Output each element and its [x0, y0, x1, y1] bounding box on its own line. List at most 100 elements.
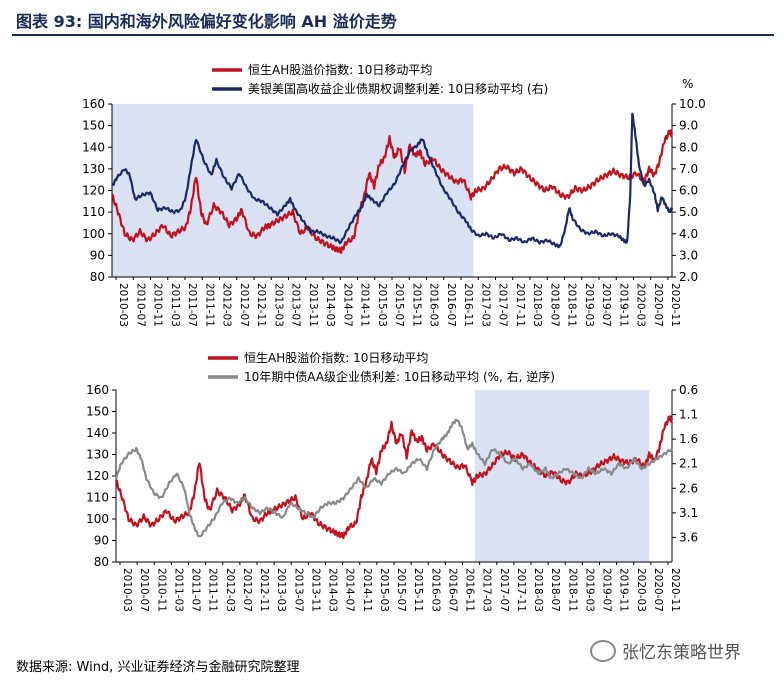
x-tick-label: 2020-03 — [635, 568, 647, 612]
chart-top: 160 150 140 130 120 110 100 90 80 10.0 9.0 8.0 7.0 6.… — [82, 62, 706, 327]
x-tick-label: 2017-07 — [498, 568, 510, 612]
x-tick-label: 2011-03 — [169, 283, 181, 327]
right-tick-label: 2.6 — [679, 481, 698, 495]
x-tick-label: 2015-03 — [378, 568, 390, 612]
right-tick-label: 9.0 — [679, 119, 698, 133]
x-tick-label: 2011-11 — [207, 568, 219, 612]
x-tick-label: 2019-03 — [583, 283, 595, 327]
right-tick-label: 8.0 — [679, 140, 698, 154]
x-tick-label: 2015-07 — [395, 568, 407, 612]
x-tick-label: 2015-03 — [376, 283, 388, 327]
x-tick-label: 2012-11 — [255, 283, 267, 327]
right-tick-label: 3.0 — [679, 248, 698, 262]
x-tick-label: 2013-03 — [275, 568, 287, 612]
x-tick-label: 2017-07 — [497, 283, 509, 327]
x-tick-label: 2014-11 — [359, 283, 371, 327]
right-tick-label: 1.1 — [679, 408, 698, 422]
x-tick-label: 2018-07 — [548, 283, 560, 327]
x-tick-label: 2010-07 — [138, 568, 150, 612]
x-tick-label: 2016-03 — [428, 283, 440, 327]
left-tick-label: 110 — [86, 491, 109, 505]
x-tick-label: 2016-11 — [464, 568, 476, 612]
series-line-1 — [111, 129, 674, 254]
x-tick-label: 2012-03 — [221, 283, 233, 327]
watermark: 张忆东策略世界 — [590, 638, 741, 663]
x-tick-label: 2011-11 — [203, 283, 215, 327]
x-tick-label: 2019-11 — [618, 568, 630, 612]
x-tick-label: 2014-07 — [341, 283, 353, 327]
watermark-text: 张忆东策略世界 — [622, 643, 741, 663]
x-tick-label: 2014-03 — [327, 568, 339, 612]
x-tick-label: 2010-11 — [152, 283, 164, 327]
x-tick-label: 2019-11 — [617, 283, 629, 327]
x-tick-label: 2015-11 — [410, 283, 422, 327]
wechat-icon — [590, 639, 616, 662]
left-tick-label: 150 — [86, 405, 109, 419]
x-tick-label: 2018-07 — [549, 568, 561, 612]
right-tick-label: 3.6 — [679, 530, 698, 544]
x-tick-label: 2013-03 — [272, 283, 284, 327]
x-tick-label: 2011-07 — [186, 283, 198, 327]
right-tick-label: 7.0 — [679, 162, 698, 176]
x-tick-label: 2010-11 — [155, 568, 167, 612]
source-note: 数据来源: Wind, 兴业证券经济与金融研究院整理 — [16, 660, 300, 675]
right-tick-label: 10.0 — [679, 97, 706, 111]
x-tick-label: 2013-07 — [292, 568, 304, 612]
x-tick-label: 2020-07 — [652, 283, 664, 327]
left-tick-label: 120 — [82, 184, 105, 198]
right-tick-label: 3.1 — [679, 506, 698, 520]
x-tick-label: 2017-11 — [514, 283, 526, 327]
x-tick-label: 2013-11 — [307, 283, 319, 327]
x-tick-label: 2016-03 — [429, 568, 441, 612]
left-tick-label: 110 — [82, 205, 105, 219]
x-tick-label: 2014-11 — [361, 568, 373, 612]
x-tick-label: 2012-11 — [258, 568, 270, 612]
chart-bottom: 160 150 140 130 120 110 100 90 80 0.6 1.1 1.6 2.1 2.6… — [86, 350, 698, 612]
legend-label-1: 恒生AH股溢价指数: 10日移动平均 — [248, 62, 432, 77]
left-tick-label: 90 — [94, 534, 109, 548]
x-tick-label: 2010-07 — [134, 283, 146, 327]
x-tick-label: 2020-07 — [652, 568, 664, 612]
x-tick-label: 2016-07 — [445, 283, 457, 327]
x-tick-label: 2017-03 — [481, 568, 493, 612]
left-tick-label: 120 — [86, 469, 109, 483]
left-tick-label: 140 — [82, 140, 105, 154]
x-tick-label: 2018-11 — [566, 283, 578, 327]
x-tick-label: 2016-07 — [446, 568, 458, 612]
shaded-period — [112, 104, 474, 277]
x-tick-label: 2013-07 — [290, 283, 302, 327]
x-tick-label: 2012-07 — [238, 283, 250, 327]
x-tick-label: 2019-07 — [601, 568, 613, 612]
shaded-period — [474, 390, 650, 562]
x-tick-label: 2019-03 — [583, 568, 595, 612]
right-tick-label: 4.0 — [679, 227, 698, 241]
figure-title: 图表 93: 国内和海外风险偏好变化影响 AH 溢价走势 — [16, 12, 397, 31]
left-tick-label: 90 — [90, 248, 105, 262]
x-tick-label: 2018-11 — [566, 568, 578, 612]
x-tick-label: 2013-11 — [309, 568, 321, 612]
left-tick-label: 160 — [82, 97, 105, 111]
title-rule — [12, 34, 774, 36]
left-tick-label: 100 — [86, 512, 109, 526]
left-tick-label: 160 — [86, 383, 109, 397]
x-tick-label: 2017-11 — [515, 568, 527, 612]
x-tick-label: 2015-07 — [393, 283, 405, 327]
x-tick-label: 2014-03 — [324, 283, 336, 327]
x-tick-label: 2011-07 — [190, 568, 202, 612]
series-line-2 — [114, 418, 673, 538]
x-tick-label: 2011-03 — [172, 568, 184, 612]
x-tick-label: 2018-03 — [531, 283, 543, 327]
left-tick-label: 150 — [82, 119, 105, 133]
x-tick-label: 2015-11 — [412, 568, 424, 612]
x-tick-label: 2018-03 — [532, 568, 544, 612]
x-tick-label: 2019-07 — [600, 283, 612, 327]
x-tick-label: 2014-07 — [344, 568, 356, 612]
right-tick-label: 6.0 — [679, 184, 698, 198]
left-tick-label: 130 — [82, 162, 105, 176]
x-tick-label: 2020-11 — [669, 568, 681, 612]
series-line-2 — [111, 112, 674, 249]
right-unit-label: % — [682, 77, 693, 91]
left-tick-label: 80 — [94, 555, 109, 569]
right-tick-label: 2.1 — [679, 457, 698, 471]
right-tick-label: 0.6 — [679, 383, 698, 397]
